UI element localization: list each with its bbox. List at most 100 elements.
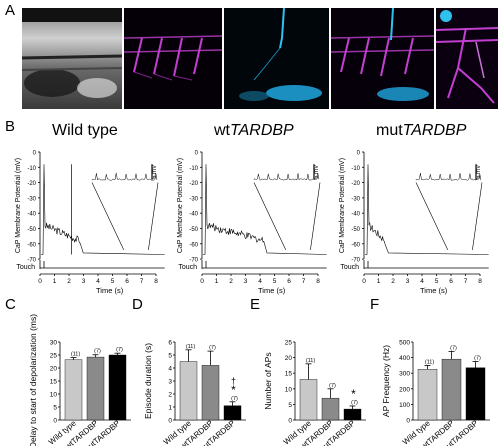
trace-y-tick-label: -70 bbox=[189, 258, 198, 264]
chart-y-tick-label: 20 bbox=[285, 355, 293, 362]
sample-size-label: (7) bbox=[231, 396, 238, 402]
chart-y-tick-label: 5 bbox=[168, 353, 172, 360]
trace-y-label: CaP Membrane Potential (mV) bbox=[339, 158, 346, 253]
trace-y-tick-label: -50 bbox=[351, 227, 360, 233]
trace-x-tick-label: 3 bbox=[82, 278, 86, 285]
inset-connector-line bbox=[91, 182, 125, 251]
trace-y-tick-label: -10 bbox=[189, 166, 198, 172]
chart-y-tick-label: 20 bbox=[50, 366, 58, 373]
trace-x-tick-label: 8 bbox=[154, 278, 158, 285]
trace-x-tick-label: 5 bbox=[111, 278, 115, 285]
trace-x-tick-label: 7 bbox=[464, 278, 468, 285]
trace-y-tick-label: -70 bbox=[27, 258, 36, 264]
bar bbox=[465, 367, 486, 421]
sample-size-label: (7) bbox=[209, 345, 216, 351]
trace-x-label: Time (s) bbox=[96, 286, 124, 295]
trace-x-label: Time (s) bbox=[420, 286, 448, 295]
trace-y-tick-label: -30 bbox=[189, 196, 198, 202]
trace-y-tick-label: -20 bbox=[351, 181, 360, 187]
inset-connector-line bbox=[148, 182, 159, 250]
trace-title-wt-tardbp: wtTARDBP bbox=[214, 122, 294, 139]
trace-y-tick-label: -10 bbox=[351, 166, 360, 172]
chart-y-tick-label: 10 bbox=[50, 392, 58, 399]
trace-x-tick-label: 2 bbox=[229, 278, 233, 285]
membrane-potential-trace bbox=[41, 164, 165, 255]
bar bbox=[321, 397, 340, 421]
chart-y-tick-label: 15 bbox=[50, 379, 58, 386]
chart-y-tick-label: 0 bbox=[288, 418, 292, 425]
chart-y-tick-label: 0 bbox=[168, 418, 172, 425]
scale-bar-label: 5 mV bbox=[476, 165, 482, 179]
touch-label: Touch bbox=[340, 264, 359, 271]
trace-x-tick-label: 1 bbox=[377, 278, 381, 285]
trace-x-tick-label: 0 bbox=[362, 278, 366, 285]
trace-y-tick-label: -60 bbox=[189, 242, 198, 248]
trace-y-label: CaP Membrane Potential (mV) bbox=[15, 158, 22, 253]
trace-x-tick-label: 2 bbox=[67, 278, 71, 285]
trace-x-tick-label: 6 bbox=[125, 278, 129, 285]
trace-y-tick-label: -20 bbox=[189, 181, 198, 187]
inset-connector-line bbox=[472, 182, 483, 250]
inset-zoom-trace bbox=[91, 172, 158, 181]
chart-y-tick-label: 30 bbox=[50, 340, 58, 347]
chart-y-tick-label: 10 bbox=[285, 386, 293, 393]
trace-y-tick-label: -50 bbox=[27, 227, 36, 233]
trace-y-tick-label: -30 bbox=[27, 196, 36, 202]
trace-y-tick-label: 0 bbox=[195, 151, 199, 157]
bar bbox=[441, 358, 462, 421]
inset-zoom-trace bbox=[253, 172, 320, 181]
trace-y-tick-label: -30 bbox=[351, 196, 360, 202]
chart-y-label: Number of APs bbox=[263, 352, 273, 409]
trace-x-tick-label: 4 bbox=[258, 278, 262, 285]
chart-y-tick-label: 400 bbox=[399, 355, 410, 362]
bar bbox=[179, 361, 198, 421]
cyan-stain-image bbox=[224, 7, 329, 109]
chart-y-label: AP Frequency (Hz) bbox=[381, 345, 391, 417]
trace-y-tick-label: 0 bbox=[33, 151, 37, 157]
chart-y-label: Delay to start of depolarization (ms) bbox=[28, 314, 38, 446]
sample-size-label: (7) bbox=[474, 356, 481, 362]
bar bbox=[108, 354, 127, 421]
trace-x-tick-label: 1 bbox=[215, 278, 219, 285]
sample-size-label: (7) bbox=[351, 400, 358, 406]
sample-size-label: (11) bbox=[71, 352, 81, 358]
trace-x-tick-label: 4 bbox=[420, 278, 424, 285]
membrane-potential-trace bbox=[365, 164, 489, 255]
trace-y-tick-label: -10 bbox=[27, 166, 36, 172]
sample-size-label: (7) bbox=[94, 349, 101, 355]
chart-y-tick-label: 3 bbox=[168, 379, 172, 386]
trace-x-tick-label: 3 bbox=[406, 278, 410, 285]
chart-y-tick-label: 6 bbox=[168, 340, 172, 347]
scale-bar-label: 5 mV bbox=[152, 165, 158, 179]
trace-x-tick-label: 0 bbox=[38, 278, 42, 285]
magenta-stain-image bbox=[123, 8, 223, 109]
trace-y-tick-label: -50 bbox=[189, 227, 198, 233]
trace-x-tick-label: 1 bbox=[53, 278, 57, 285]
panel-label-a: A bbox=[5, 2, 16, 19]
bar bbox=[86, 356, 105, 421]
trace-y-tick-label: -60 bbox=[27, 242, 36, 248]
chart-y-tick-label: 2 bbox=[168, 392, 172, 399]
inset-connector-line bbox=[415, 182, 449, 251]
trace-y-tick-label: -60 bbox=[351, 242, 360, 248]
trace-x-tick-label: 4 bbox=[96, 278, 100, 285]
trace-x-label: Time (s) bbox=[258, 286, 286, 295]
significance-mark: * bbox=[351, 387, 356, 401]
bar bbox=[343, 408, 362, 421]
chart-y-tick-label: 200 bbox=[399, 386, 410, 393]
trace-x-tick-label: 7 bbox=[302, 278, 306, 285]
chart-y-tick-label: 15 bbox=[285, 371, 293, 378]
inset-connector-line bbox=[310, 182, 321, 250]
sample-size-label: (7) bbox=[329, 383, 336, 389]
trace-x-tick-label: 6 bbox=[287, 278, 291, 285]
sample-size-label: (11) bbox=[425, 359, 435, 365]
trace-title-mut-tardbp: mutTARDBP bbox=[376, 122, 467, 139]
panel-label-b: B bbox=[5, 118, 16, 135]
chart-y-tick-label: 25 bbox=[285, 340, 293, 347]
merged-image bbox=[330, 7, 435, 109]
brightfield-image bbox=[21, 8, 123, 109]
trace-x-tick-label: 7 bbox=[140, 278, 144, 285]
chart-y-tick-label: 100 bbox=[399, 402, 410, 409]
dagger-mark: † bbox=[231, 376, 236, 386]
trace-x-tick-label: 5 bbox=[273, 278, 277, 285]
